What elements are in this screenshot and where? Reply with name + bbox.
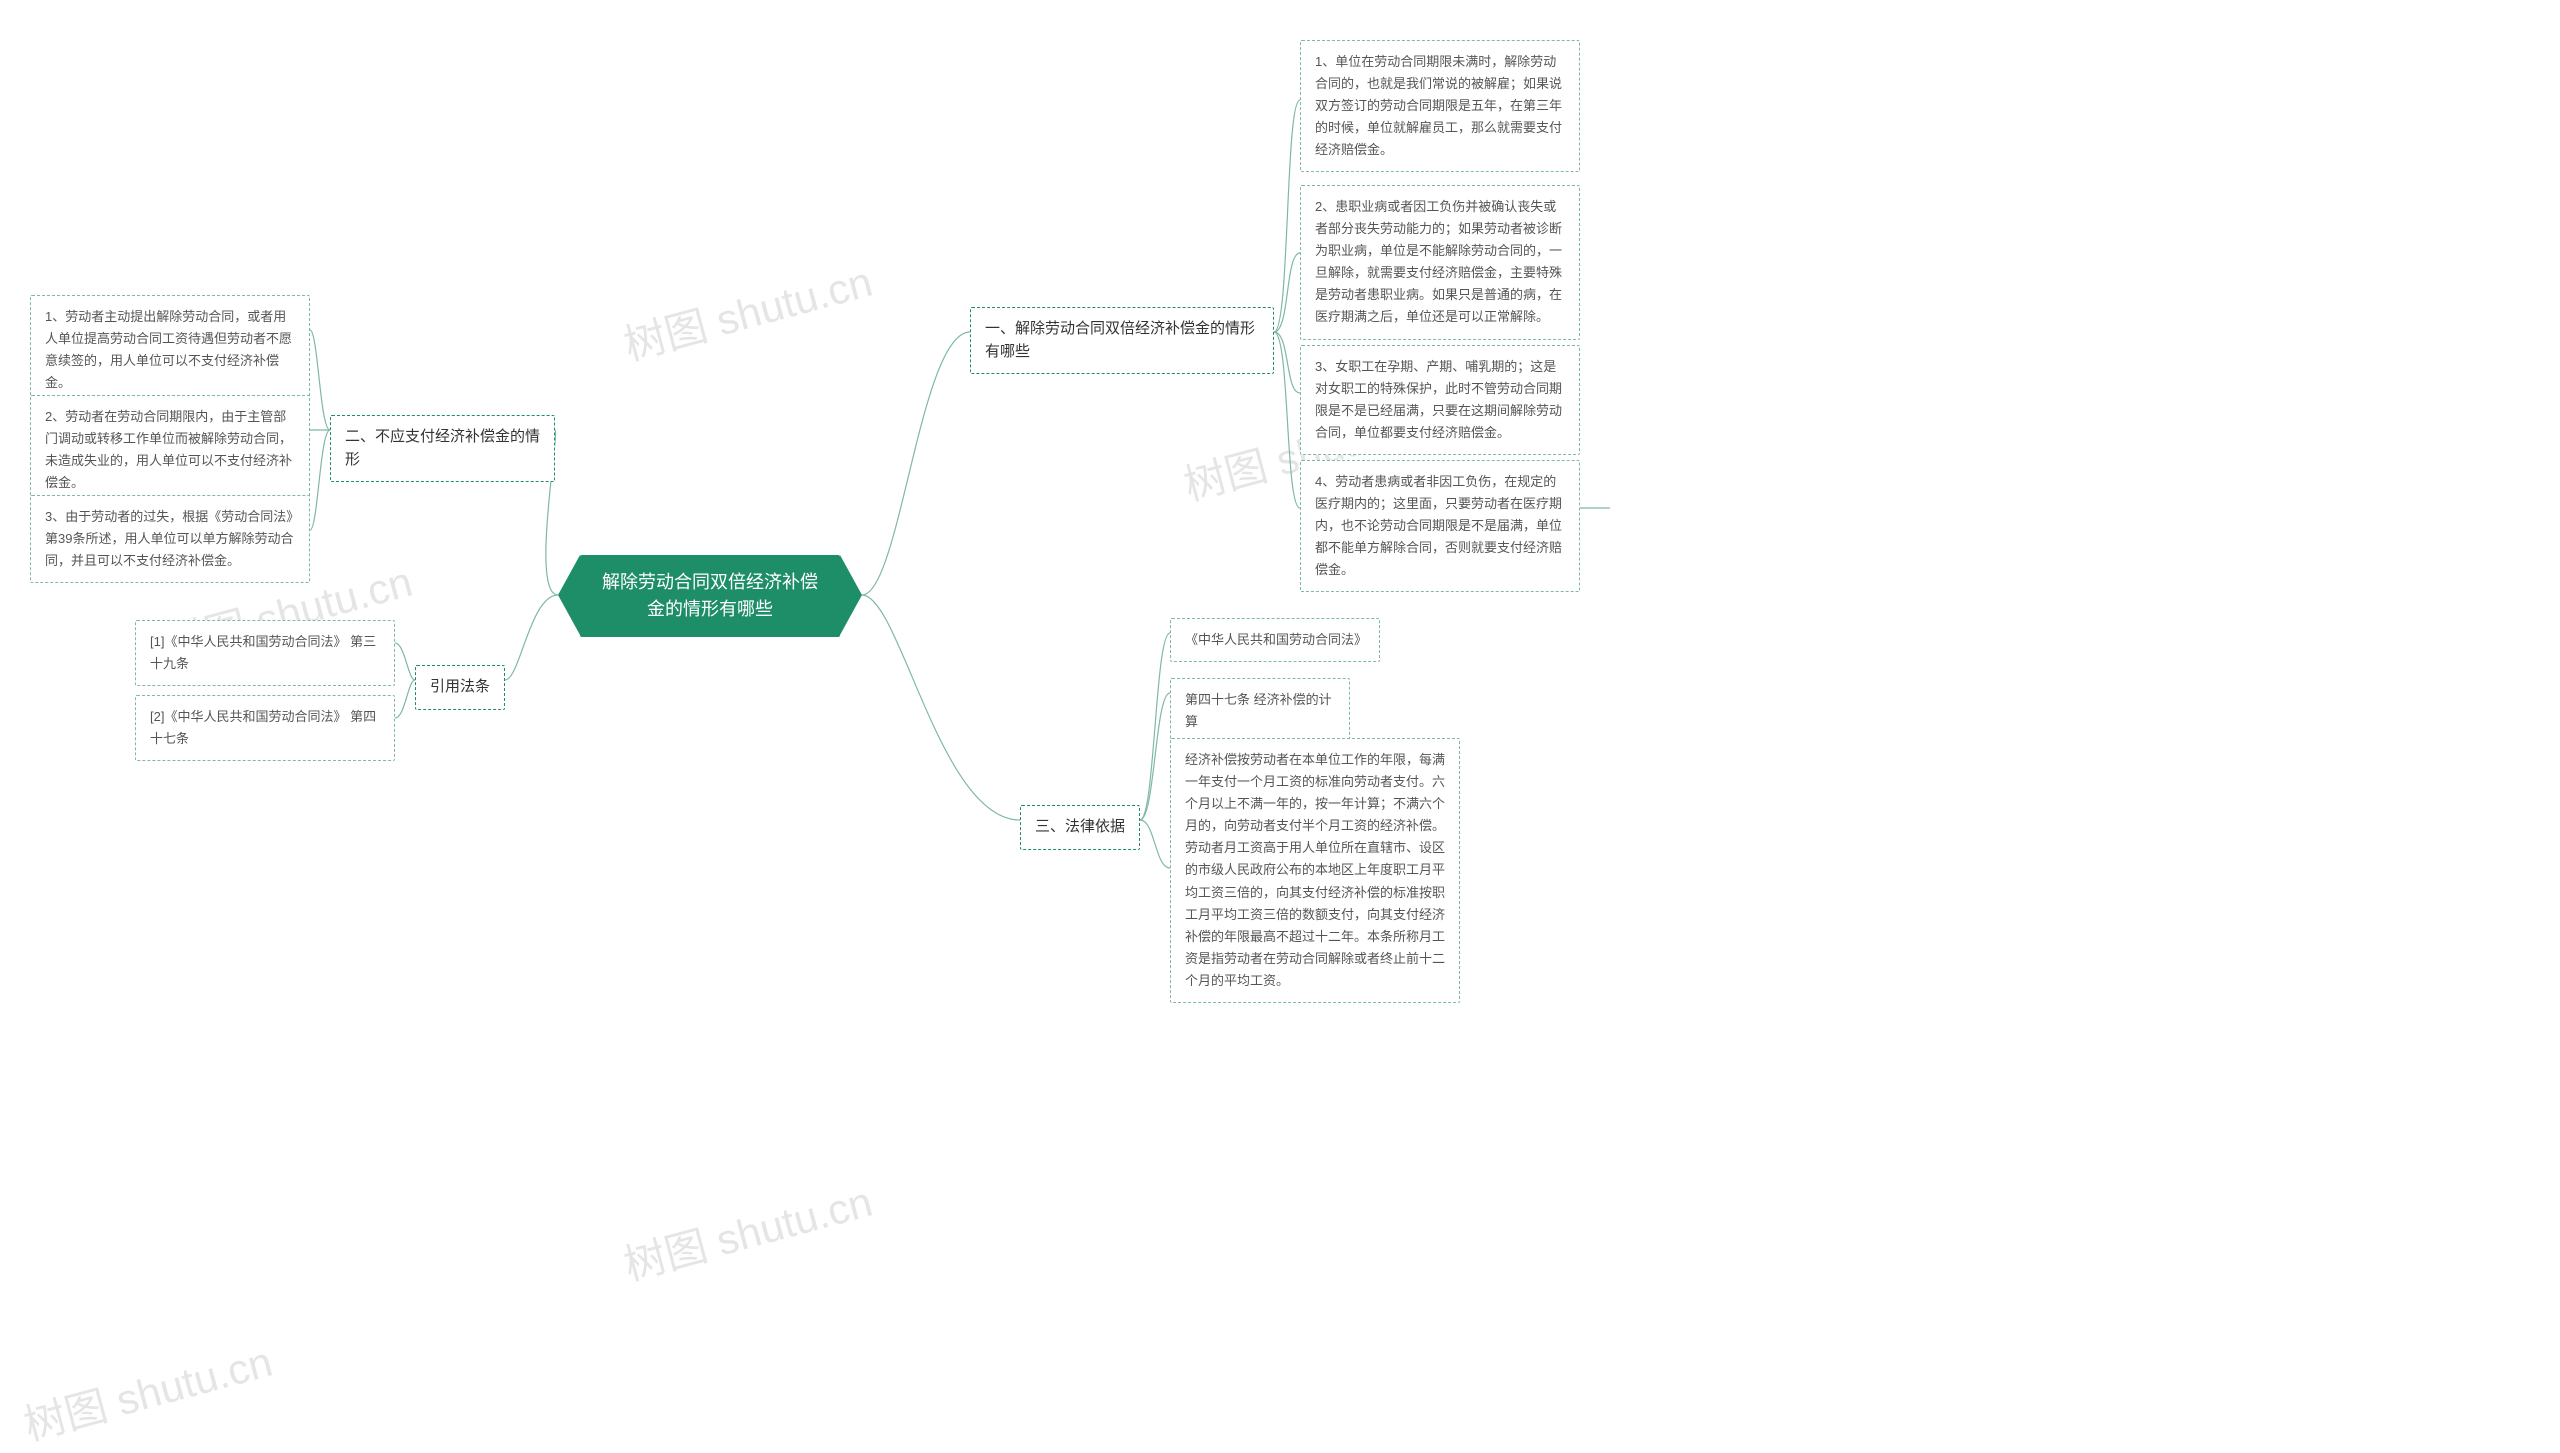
root-title: 解除劳动合同双倍经济补偿金的情形有哪些 [602,572,818,619]
branch-1-leaf-4: 4、劳动者患病或者非因工负伤，在规定的医疗期内的；这里面，只要劳动者在医疗期内，… [1300,460,1580,592]
branch-4-leaf-2: [2]《中华人民共和国劳动合同法》 第四十七条 [135,695,395,761]
branch-2-leaf-3: 3、由于劳动者的过失，根据《劳动合同法》第39条所述，用人单位可以单方解除劳动合… [30,495,310,583]
branch-1: 一、解除劳动合同双倍经济补偿金的情形有哪些 [970,307,1274,374]
watermark: 树图 shutu.cn [616,1168,878,1293]
branch-3-leaf-1: 《中华人民共和国劳动合同法》 [1170,618,1380,662]
branch-4: 引用法条 [415,665,505,710]
branch-2-leaf-2: 2、劳动者在劳动合同期限内，由于主管部门调动或转移工作单位而被解除劳动合同，未造… [30,395,310,505]
branch-4-title: 引用法条 [430,678,490,695]
branch-2-title: 二、不应支付经济补偿金的情形 [345,428,540,468]
branch-4-leaf-1: [1]《中华人民共和国劳动合同法》 第三十九条 [135,620,395,686]
branch-1-leaf-1: 1、单位在劳动合同期限未满时，解除劳动合同的，也就是我们常说的被解雇；如果说双方… [1300,40,1580,172]
branch-3: 三、法律依据 [1020,805,1140,850]
root-node: 解除劳动合同双倍经济补偿金的情形有哪些 [580,555,840,637]
watermark: 树图 shutu.cn [16,1328,278,1453]
branch-3-leaf-2: 第四十七条 经济补偿的计算 [1170,678,1350,744]
branch-2: 二、不应支付经济补偿金的情形 [330,415,555,482]
branch-2-leaf-1: 1、劳动者主动提出解除劳动合同，或者用人单位提高劳动合同工资待遇但劳动者不愿意续… [30,295,310,405]
branch-3-leaf-3: 经济补偿按劳动者在本单位工作的年限，每满一年支付一个月工资的标准向劳动者支付。六… [1170,738,1460,1003]
branch-1-leaf-3: 3、女职工在孕期、产期、哺乳期的；这是对女职工的特殊保护，此时不管劳动合同期限是… [1300,345,1580,455]
branch-1-title: 一、解除劳动合同双倍经济补偿金的情形有哪些 [985,320,1255,360]
watermark: 树图 shutu.cn [616,248,878,373]
branch-1-leaf-2: 2、患职业病或者因工负伤并被确认丧失或者部分丧失劳动能力的；如果劳动者被诊断为职… [1300,185,1580,340]
branch-3-title: 三、法律依据 [1035,818,1125,835]
